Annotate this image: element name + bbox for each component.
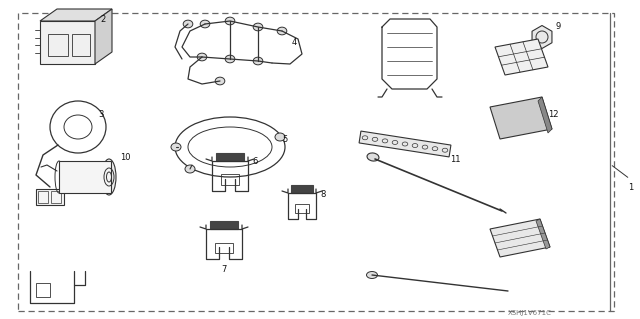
Bar xyxy=(51,191,61,203)
Ellipse shape xyxy=(253,57,263,65)
Text: 11: 11 xyxy=(450,155,461,164)
Text: 6: 6 xyxy=(252,157,257,166)
Polygon shape xyxy=(538,97,552,133)
Ellipse shape xyxy=(102,159,116,195)
Ellipse shape xyxy=(253,23,263,31)
Polygon shape xyxy=(216,153,244,161)
Polygon shape xyxy=(536,219,550,249)
Text: 4: 4 xyxy=(292,38,297,47)
Bar xyxy=(215,242,233,253)
Ellipse shape xyxy=(185,165,195,173)
Polygon shape xyxy=(359,131,451,157)
Bar xyxy=(295,204,309,213)
Ellipse shape xyxy=(277,27,287,35)
Text: 1: 1 xyxy=(628,183,633,192)
Text: 8: 8 xyxy=(320,190,325,199)
Polygon shape xyxy=(40,21,95,64)
Polygon shape xyxy=(532,26,552,48)
Text: 2: 2 xyxy=(100,15,105,24)
Text: 9: 9 xyxy=(555,22,560,31)
Bar xyxy=(48,34,68,56)
Text: 7: 7 xyxy=(221,265,227,274)
Bar xyxy=(36,189,64,205)
Text: 3: 3 xyxy=(98,110,104,119)
Ellipse shape xyxy=(200,20,210,28)
Bar xyxy=(59,161,111,193)
Polygon shape xyxy=(291,185,313,193)
Polygon shape xyxy=(40,9,112,21)
Text: 5: 5 xyxy=(282,135,287,144)
Text: 10: 10 xyxy=(120,153,131,162)
Ellipse shape xyxy=(171,143,181,151)
Bar xyxy=(221,174,239,185)
Bar xyxy=(38,191,48,203)
Polygon shape xyxy=(490,219,550,257)
Bar xyxy=(72,34,90,56)
Ellipse shape xyxy=(367,153,379,161)
Bar xyxy=(36,283,50,297)
Ellipse shape xyxy=(197,53,207,61)
Polygon shape xyxy=(95,9,112,64)
Ellipse shape xyxy=(215,77,225,85)
Text: XSHJ1V671C: XSHJ1V671C xyxy=(508,310,552,316)
Polygon shape xyxy=(210,221,238,229)
Text: 12: 12 xyxy=(548,110,559,119)
Ellipse shape xyxy=(183,20,193,28)
Ellipse shape xyxy=(225,17,235,25)
Ellipse shape xyxy=(367,271,378,278)
Polygon shape xyxy=(490,97,552,139)
Polygon shape xyxy=(495,39,548,75)
Ellipse shape xyxy=(275,133,285,141)
Ellipse shape xyxy=(225,55,235,63)
